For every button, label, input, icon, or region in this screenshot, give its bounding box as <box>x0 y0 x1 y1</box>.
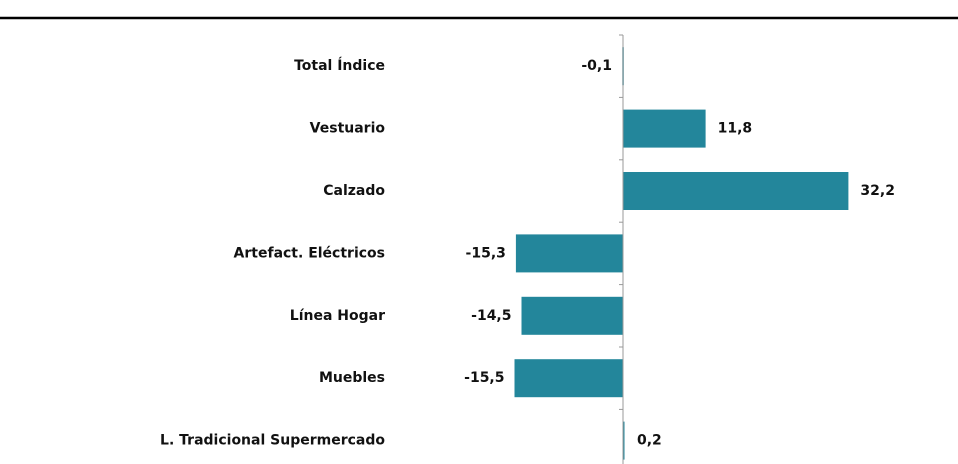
value-label: -15,5 <box>464 370 504 386</box>
category-label: Calzado <box>323 183 385 199</box>
bar <box>521 296 623 335</box>
bar <box>515 234 623 273</box>
category-label: L. Tradicional Supermercado <box>160 433 385 449</box>
value-label: 32,2 <box>860 183 895 199</box>
value-label: -15,3 <box>466 245 506 261</box>
value-label: 0,2 <box>637 433 662 449</box>
bar <box>623 109 706 148</box>
bar <box>514 359 623 398</box>
value-label: 11,8 <box>718 121 753 137</box>
category-label: Vestuario <box>310 121 386 137</box>
category-label: Total Índice <box>294 57 385 74</box>
bar <box>623 172 849 210</box>
category-label: Línea Hogar <box>290 308 385 324</box>
category-label: Muebles <box>319 370 385 386</box>
value-label: -0,1 <box>581 58 612 74</box>
bar <box>623 421 625 460</box>
category-label: Artefact. Eléctricos <box>234 245 385 261</box>
value-label: -14,5 <box>471 308 511 324</box>
